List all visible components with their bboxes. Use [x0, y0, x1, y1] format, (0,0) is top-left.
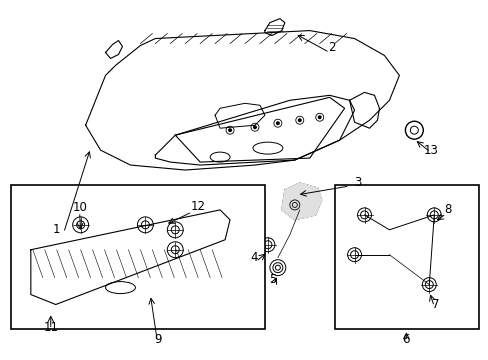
Circle shape [297, 118, 301, 122]
Text: 1: 1 [53, 223, 61, 236]
Circle shape [227, 128, 232, 132]
Text: 7: 7 [430, 298, 438, 311]
Polygon shape [281, 183, 321, 220]
Text: 8: 8 [444, 203, 451, 216]
Text: 3: 3 [353, 176, 361, 189]
Bar [11, 185, 264, 329]
Text: 13: 13 [423, 144, 438, 157]
Circle shape [317, 115, 321, 119]
Text: 11: 11 [43, 321, 58, 334]
Text: 12: 12 [190, 201, 205, 213]
Circle shape [252, 125, 256, 129]
Circle shape [275, 121, 279, 125]
Text: 4: 4 [250, 251, 257, 264]
Text: 10: 10 [72, 201, 87, 215]
Text: 6: 6 [402, 333, 409, 346]
Text: 5: 5 [269, 273, 276, 286]
Text: 2: 2 [327, 41, 335, 54]
Bar [334, 185, 478, 329]
Text: 9: 9 [154, 333, 162, 346]
